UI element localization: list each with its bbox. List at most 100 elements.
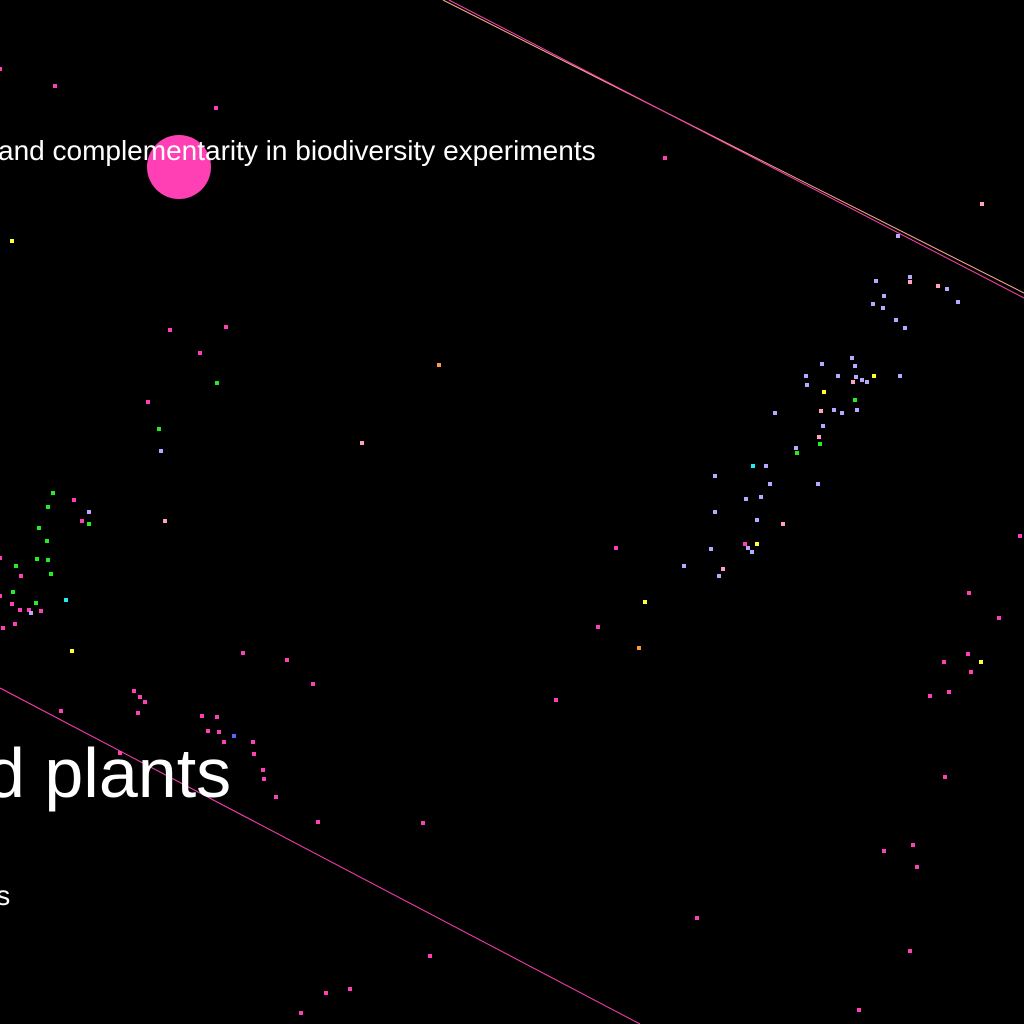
graph-node[interactable] (865, 380, 869, 384)
graph-node[interactable] (945, 287, 949, 291)
graph-node[interactable] (311, 682, 315, 686)
graph-node[interactable] (840, 411, 844, 415)
graph-node[interactable] (795, 451, 799, 455)
graph-node[interactable] (820, 362, 824, 366)
graph-node[interactable] (637, 646, 641, 650)
graph-node[interactable] (908, 280, 912, 284)
graph-node[interactable] (554, 698, 558, 702)
graph-node[interactable] (159, 449, 163, 453)
graph-node[interactable] (908, 949, 912, 953)
graph-node[interactable] (299, 1011, 303, 1015)
graph-node[interactable] (428, 954, 432, 958)
graph-node[interactable] (232, 734, 236, 738)
graph-node[interactable] (853, 398, 857, 402)
graph-node[interactable] (822, 390, 826, 394)
graph-node[interactable] (200, 714, 204, 718)
graph-node[interactable] (751, 464, 755, 468)
graph-node[interactable] (10, 239, 14, 243)
graph-node[interactable] (138, 695, 142, 699)
graph-node[interactable] (27, 608, 31, 612)
graph-node[interactable] (915, 865, 919, 869)
graph-node[interactable] (136, 711, 140, 715)
graph-node[interactable] (836, 374, 840, 378)
graph-node[interactable] (70, 649, 74, 653)
graph-node[interactable] (928, 694, 932, 698)
graph-node[interactable] (13, 622, 17, 626)
graph-node[interactable] (871, 302, 875, 306)
graph-node[interactable] (224, 325, 228, 329)
graph-node[interactable] (894, 318, 898, 322)
graph-node[interactable] (252, 752, 256, 756)
graph-node[interactable] (781, 522, 785, 526)
graph-node[interactable] (755, 542, 759, 546)
graph-node[interactable] (759, 495, 763, 499)
graph-node[interactable] (10, 602, 14, 606)
graph-node[interactable] (87, 510, 91, 514)
graph-node[interactable] (421, 821, 425, 825)
graph-node[interactable] (980, 202, 984, 206)
graph-node[interactable] (1018, 534, 1022, 538)
graph-node[interactable] (596, 625, 600, 629)
graph-node[interactable] (262, 777, 266, 781)
graph-node[interactable] (804, 374, 808, 378)
graph-node[interactable] (64, 598, 68, 602)
graph-node[interactable] (695, 916, 699, 920)
graph-node[interactable] (818, 442, 822, 446)
graph-node[interactable] (997, 616, 1001, 620)
graph-node[interactable] (168, 328, 172, 332)
graph-node[interactable] (966, 652, 970, 656)
graph-node[interactable] (285, 658, 289, 662)
graph-node[interactable] (663, 156, 667, 160)
graph-node[interactable] (215, 381, 219, 385)
graph-node[interactable] (157, 427, 161, 431)
graph-node[interactable] (898, 374, 902, 378)
graph-node[interactable] (682, 564, 686, 568)
graph-node[interactable] (713, 510, 717, 514)
graph-node[interactable] (979, 660, 983, 664)
graph-node[interactable] (1, 626, 5, 630)
graph-node[interactable] (821, 424, 825, 428)
graph-node[interactable] (46, 505, 50, 509)
graph-node[interactable] (437, 363, 441, 367)
graph-node[interactable] (163, 519, 167, 523)
graph-node[interactable] (874, 279, 878, 283)
graph-node[interactable] (14, 564, 18, 568)
graph-node[interactable] (348, 987, 352, 991)
graph-node[interactable] (743, 542, 747, 546)
graph-node[interactable] (851, 380, 855, 384)
graph-node[interactable] (49, 572, 53, 576)
graph-node[interactable] (29, 611, 33, 615)
graph-node[interactable] (261, 768, 265, 772)
graph-node[interactable] (750, 550, 754, 554)
graph-node[interactable] (143, 700, 147, 704)
graph-node[interactable] (217, 730, 221, 734)
graph-node[interactable] (744, 497, 748, 501)
graph-node[interactable] (746, 546, 750, 550)
graph-node[interactable] (857, 1008, 861, 1012)
graph-node[interactable] (241, 651, 245, 655)
graph-node[interactable] (943, 775, 947, 779)
graph-node[interactable] (854, 375, 858, 379)
graph-node[interactable] (53, 84, 57, 88)
graph-node[interactable] (817, 435, 821, 439)
graph-node[interactable] (614, 546, 618, 550)
graph-node[interactable] (881, 306, 885, 310)
graph-node[interactable] (850, 356, 854, 360)
graph-node[interactable] (947, 690, 951, 694)
graph-node[interactable] (0, 594, 2, 598)
graph-node[interactable] (903, 326, 907, 330)
graph-node[interactable] (360, 441, 364, 445)
graph-node[interactable] (713, 474, 717, 478)
graph-node[interactable] (855, 408, 859, 412)
graph-node[interactable] (39, 609, 43, 613)
graph-node[interactable] (942, 660, 946, 664)
graph-node[interactable] (755, 518, 759, 522)
graph-node[interactable] (819, 409, 823, 413)
graph-node[interactable] (51, 491, 55, 495)
graph-node[interactable] (132, 689, 136, 693)
graph-node[interactable] (872, 374, 876, 378)
graph-node[interactable] (324, 991, 328, 995)
graph-node[interactable] (764, 464, 768, 468)
graph-node[interactable] (80, 519, 84, 523)
